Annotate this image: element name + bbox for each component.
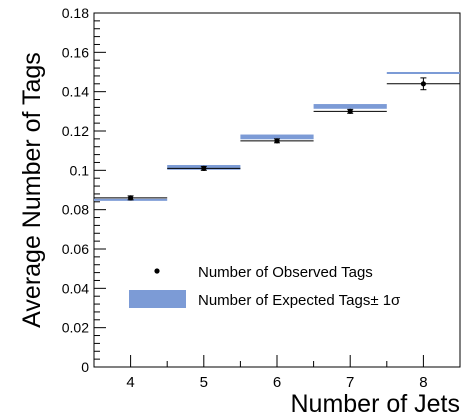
y-tick-label: 0.06 — [62, 241, 89, 257]
x-tick-label: 4 — [126, 374, 134, 391]
x-tick-label: 5 — [200, 374, 208, 391]
y-axis-label: Average Number of Tags — [18, 52, 46, 328]
y-tick-label: 0.02 — [62, 320, 89, 336]
y-tick-label: 0.08 — [62, 202, 89, 218]
y-tick-label: 0.12 — [62, 123, 89, 139]
legend-label-expected: Number of Expected Tags± 1σ — [198, 292, 401, 309]
y-tick-label: 0.1 — [70, 162, 90, 178]
y-tick-label: 0.16 — [62, 44, 89, 60]
observed-point — [201, 165, 207, 171]
x-tick-label: 8 — [419, 374, 427, 391]
x-axis-label: Number of Jets — [290, 390, 460, 418]
observed-point — [347, 108, 353, 114]
y-tick-label: 0.04 — [62, 280, 89, 296]
expected-band — [386, 72, 460, 74]
y-tick-label: 0.18 — [62, 5, 89, 21]
observed-point — [420, 81, 426, 87]
legend: Number of Observed Tags Number of Expect… — [129, 264, 401, 309]
legend-marker-observed — [154, 268, 160, 274]
y-tick-label: 0 — [81, 359, 89, 375]
observed-point — [274, 138, 280, 144]
plot-frame — [93, 12, 461, 368]
x-tick-label: 6 — [273, 374, 281, 391]
expected-band — [240, 134, 314, 140]
legend-label-observed: Number of Observed Tags — [198, 264, 373, 281]
legend-swatch-expected — [129, 290, 186, 308]
x-tick-label: 7 — [346, 374, 354, 391]
observed-point — [128, 195, 134, 201]
expected-bands — [94, 72, 460, 201]
y-axis-ticks: 0 0.02 0.04 0.06 0.08 0.1 0.12 0.14 0.16 0.18 — [62, 5, 106, 375]
x-axis-ticks: 4 5 6 7 8 — [93, 355, 461, 391]
y-tick-label: 0.14 — [62, 84, 89, 100]
expected-band — [313, 104, 387, 109]
observed-points — [94, 77, 460, 201]
